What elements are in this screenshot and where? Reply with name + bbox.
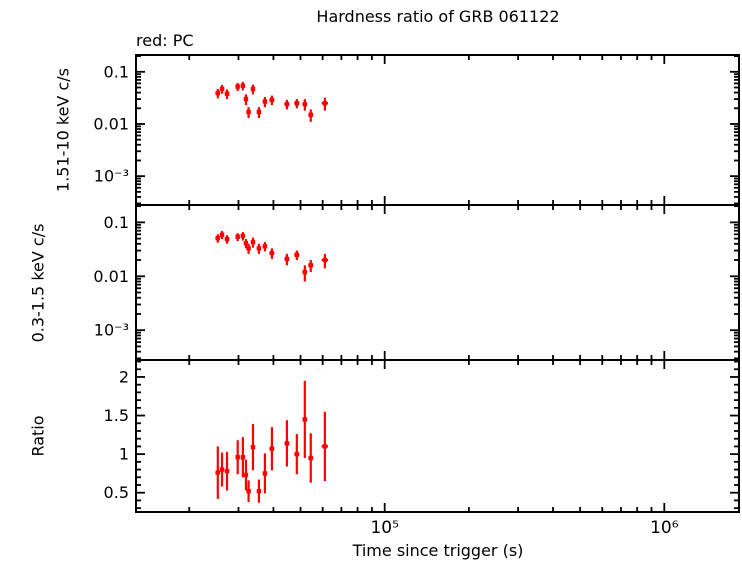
x-axis-label: Time since trigger (s) — [352, 541, 524, 560]
data-point — [269, 97, 275, 103]
data-point — [256, 246, 262, 251]
data-point — [215, 235, 220, 241]
data-point — [308, 455, 313, 461]
data-point — [235, 84, 240, 89]
data-point — [243, 241, 249, 246]
data-point — [322, 101, 328, 106]
data-point — [219, 86, 225, 92]
data-point — [284, 441, 290, 446]
panel-frame — [135, 204, 740, 361]
data-point — [284, 101, 290, 107]
data-point — [224, 236, 230, 242]
y-tick-label: 0.1 — [104, 213, 129, 232]
data-point — [269, 250, 275, 256]
data-point — [262, 99, 268, 104]
data-point — [224, 468, 230, 474]
data-point — [262, 244, 268, 249]
data-point — [235, 455, 240, 460]
y-tick-label: 1 — [119, 445, 129, 464]
data-point — [322, 444, 328, 449]
data-point — [302, 417, 308, 422]
data-point — [322, 257, 328, 263]
data-point — [219, 232, 225, 237]
chart-title: Hardness ratio of GRB 061122 — [316, 7, 560, 26]
data-point — [215, 470, 220, 475]
y-tick-label: 2 — [119, 367, 129, 386]
data-point — [240, 455, 246, 460]
data-point — [308, 263, 313, 268]
series-soft — [215, 231, 329, 282]
y-tick-label: 0.1 — [104, 62, 129, 81]
data-point — [308, 112, 313, 117]
data-point — [294, 451, 300, 457]
series-hard — [215, 81, 329, 122]
y-tick-label: 0.01 — [93, 267, 129, 286]
data-point — [219, 467, 225, 472]
series-ratio — [215, 380, 329, 503]
data-point — [294, 252, 300, 258]
panel-hard: 0.1 0.01 10⁻³ — [93, 54, 740, 206]
data-point — [243, 472, 249, 478]
y-tick-label: 10⁻³ — [94, 321, 129, 340]
data-point — [269, 446, 275, 451]
data-point — [250, 239, 256, 245]
data-point — [246, 109, 251, 115]
data-point — [240, 83, 246, 88]
y-tick-label: 10⁻³ — [94, 167, 129, 186]
data-point — [250, 86, 256, 92]
panel-frame — [135, 359, 740, 513]
data-point — [284, 256, 290, 262]
data-point — [224, 91, 230, 96]
data-point — [250, 444, 256, 450]
data-point — [246, 246, 251, 251]
data-point — [235, 234, 240, 239]
data-point — [302, 101, 308, 107]
data-point — [256, 488, 262, 494]
data-point — [243, 96, 249, 102]
panel-frame — [135, 54, 740, 206]
panel-ratio: 0.5 1 1.5 2 — [104, 359, 740, 513]
data-point — [240, 233, 246, 239]
data-point — [246, 488, 251, 494]
data-point — [215, 90, 220, 96]
data-point — [302, 269, 308, 275]
x-tick-label: 10⁶ — [650, 518, 679, 538]
x-tick-label: 10⁵ — [370, 518, 398, 538]
mode-annotation: red: PC — [136, 31, 194, 50]
data-point — [262, 471, 268, 476]
y-tick-label: 1.5 — [104, 406, 129, 425]
panel-soft: 0.1 0.01 10⁻³ — [93, 204, 740, 361]
y-tick-label: 0.01 — [93, 114, 129, 133]
y-tick-label: 0.5 — [104, 483, 129, 502]
data-point — [294, 101, 300, 106]
data-point — [256, 109, 262, 115]
